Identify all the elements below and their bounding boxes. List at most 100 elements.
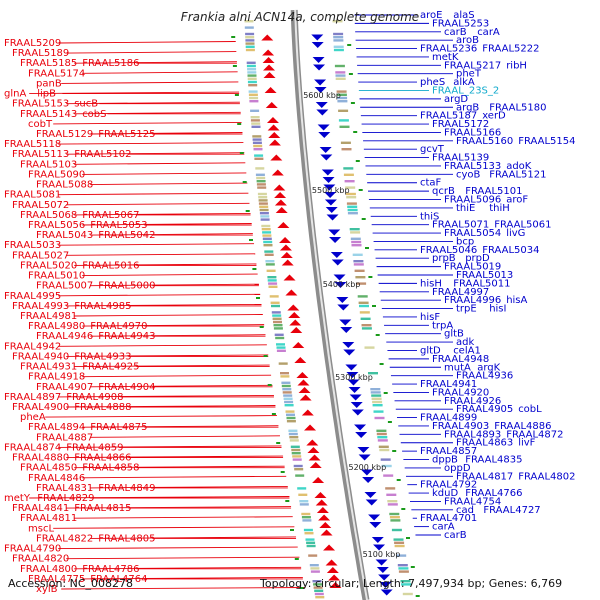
left-connector [58,41,236,44]
feature-block-right [383,474,394,477]
feature-block-left [267,276,277,279]
feature-block-left [276,346,286,349]
feature-block-left [309,564,319,567]
feature-block-left [247,71,257,74]
feature-block-left [295,474,305,477]
left-connector [58,445,282,448]
feature-block-right [338,109,349,112]
right-gene-label: FRAAL4727 [483,505,540,516]
right-gene-label: FRAAL5054 [444,228,501,239]
feature-block-right [343,173,354,176]
left-connector [82,324,265,327]
reverse-gene-arrow [307,447,320,453]
right-gene-label: alkA [453,77,475,88]
feature-block-left [254,154,264,157]
feature-block-left [247,68,257,71]
right-gene-label: prpD [465,253,490,264]
right-gene-label: livG [506,228,525,239]
feature-block-left [246,64,256,68]
feature-block-left [289,436,299,439]
left-gene-label: FRAAL4888 [74,402,131,413]
feature-block-right [377,439,388,442]
feature-block-left [286,420,296,423]
feature-block-left [253,148,263,151]
feature-block-right [377,436,388,439]
right-gene-label: FRAAL4997 [432,287,489,298]
reverse-gene-arrow [298,387,311,393]
left-gene-label: FRAAL4800 [20,564,77,575]
reverse-gene-arrow [319,522,332,528]
feature-block-right [344,180,355,183]
reverse-gene-arrow [268,139,281,146]
reverse-gene-arrow [288,312,301,318]
feature-block-right [398,570,409,573]
left-gene-label: FRAAL5153 [12,99,69,110]
right-gene-label: FRAAL5013 [456,270,513,281]
feature-block-left [272,314,282,317]
left-gene-label: FRAAL4805 [98,533,155,544]
feature-block-left [248,84,258,87]
left-gene-label: lipB [37,89,56,100]
left-gene-label: FRAAL4985 [74,301,131,312]
feature-block-right [385,487,396,490]
left-connector [90,334,266,337]
reverse-gene-arrow [280,252,293,258]
left-connector [58,344,267,347]
forward-gene-arrow [319,147,332,153]
feature-block-left [274,333,284,336]
tick-marker-left [249,239,253,241]
feature-block-left [263,244,273,247]
feature-block-left [258,199,268,202]
forward-gene-arrow [346,372,359,378]
forward-gene-arrow [368,514,381,521]
feature-block-left [264,250,274,253]
forward-gene-arrow [351,409,364,416]
left-connector [58,546,298,550]
feature-block-right [397,564,408,567]
left-gene-label: FRAAL4822 [36,533,93,544]
forward-strand-track [311,34,393,596]
reverse-gene-arrow [279,244,292,251]
left-gene-label: FRAAL5053 [90,220,147,231]
left-gene-label: FRAAL5143 [20,109,77,120]
reverse-gene-arrow [277,222,290,228]
feature-block-right [346,202,357,205]
left-connector [82,576,303,580]
tick-marker-right [379,363,384,365]
right-gene-label: alaS [453,10,474,21]
feature-block-right [337,96,348,100]
right-gene-label: FRAAL5180 [489,102,546,113]
forward-gene-arrow [312,57,325,63]
forward-gene-arrow [357,447,370,453]
forward-gene-arrow [342,342,355,348]
forward-gene-arrow [376,567,389,573]
forward-gene-arrow [345,364,358,371]
left-connector [66,303,262,307]
right-gene-label: FRAAL5096 [444,195,501,206]
feature-block-left [310,570,320,573]
feature-block-right [360,317,371,320]
feature-block-right [387,500,398,503]
feature-block-left [259,205,269,208]
left-gene-label: metY [4,493,31,504]
tick-marker-left [242,181,247,183]
right-gene-label: FRAAL4863 [456,438,513,449]
left-gene-label: FRAAL5186 [82,58,139,69]
forward-gene-arrow [348,387,361,393]
reverse-gene-arrow [287,304,300,311]
left-gene-label: FRAAL5088 [36,180,93,191]
right-gene-label: gcvT [420,144,445,155]
tick-marker-left [231,36,236,38]
left-gene-label: FRAAL5042 [98,230,155,241]
left-gene-label: FRAAL4786 [82,564,139,575]
right-gene-label: FRAAL5046 [420,245,477,256]
feature-block-left [255,173,265,176]
reverse-gene-arrow [261,34,274,41]
feature-block-left [273,327,283,330]
left-gene-label: xylB [36,584,58,595]
right-gene-label: prpB [432,253,456,264]
feature-block-right [396,554,407,557]
feature-block-left [273,324,283,327]
right-gene-label: bcp [456,236,474,247]
feature-block-left [261,224,271,228]
